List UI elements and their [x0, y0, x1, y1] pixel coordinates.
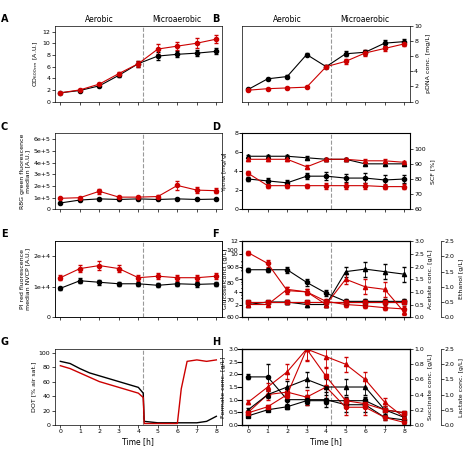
Text: H: H — [212, 337, 220, 347]
Y-axis label: Y$_{pDNA}$ [mg/g]: Y$_{pDNA}$ [mg/g] — [221, 151, 231, 192]
Y-axis label: Viability [%]: Viability [%] — [242, 260, 247, 298]
Text: Microaerobic: Microaerobic — [340, 15, 389, 24]
Y-axis label: SCF [%]: SCF [%] — [430, 159, 435, 184]
Y-axis label: Lactate conc. [g/L]: Lactate conc. [g/L] — [459, 358, 464, 417]
Y-axis label: OD$_{600nm}$ [A.U.]: OD$_{600nm}$ [A.U.] — [31, 40, 40, 87]
Y-axis label: PI red fluorescence
median NVCP [A.U.]: PI red fluorescence median NVCP [A.U.] — [19, 248, 30, 310]
X-axis label: Time [h]: Time [h] — [310, 437, 342, 446]
Y-axis label: DOT [% air sat.]: DOT [% air sat.] — [31, 362, 36, 412]
Text: F: F — [212, 229, 219, 240]
Y-axis label: Ethanol [g/L]: Ethanol [g/L] — [459, 259, 464, 299]
Text: B: B — [212, 14, 219, 24]
Text: C: C — [1, 122, 8, 132]
Y-axis label: pDNA conc. [mg/L]: pDNA conc. [mg/L] — [426, 34, 431, 93]
Text: E: E — [1, 229, 8, 240]
Text: A: A — [1, 14, 9, 24]
Text: Aerobic: Aerobic — [273, 15, 302, 24]
Y-axis label: Formate conc. [g/L]: Formate conc. [g/L] — [220, 356, 226, 418]
Y-axis label: R8G green fluorescence
median [A.U.]: R8G green fluorescence median [A.U.] — [20, 134, 30, 209]
Text: D: D — [212, 122, 220, 132]
X-axis label: Time [h]: Time [h] — [122, 437, 155, 446]
Text: Microaerobic: Microaerobic — [152, 15, 201, 24]
Y-axis label: Glucose conc. [g/L]: Glucose conc. [g/L] — [222, 249, 228, 310]
Text: G: G — [1, 337, 9, 347]
Y-axis label: Succinate conc. [g/L]: Succinate conc. [g/L] — [428, 354, 433, 420]
Text: Aerobic: Aerobic — [85, 15, 114, 24]
Y-axis label: Acetate conc. [g/L]: Acetate conc. [g/L] — [428, 249, 433, 309]
